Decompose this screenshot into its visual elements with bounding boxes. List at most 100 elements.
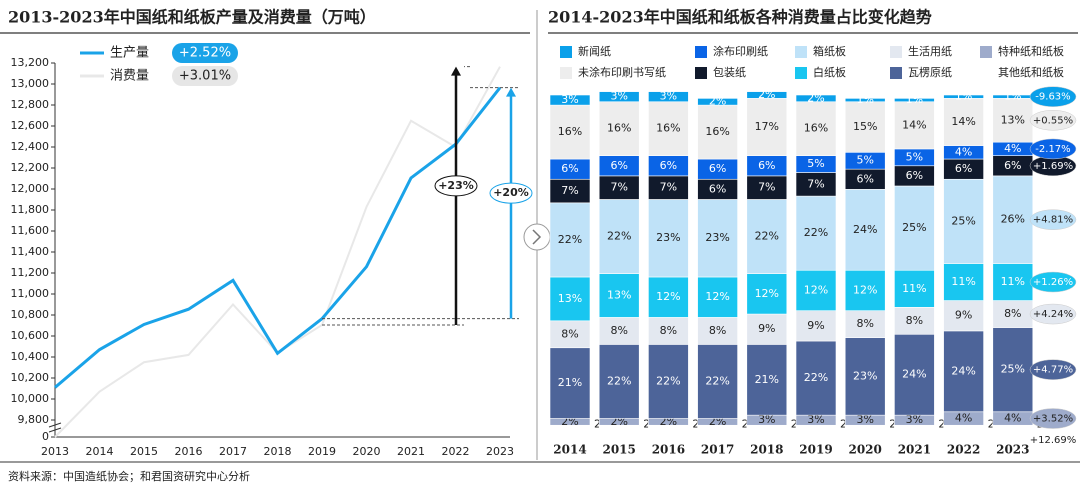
bar-segment	[844, 101, 886, 153]
x-tick-label: 2021	[397, 445, 425, 458]
bar-segment	[992, 98, 1034, 143]
data-label: 11%	[902, 282, 926, 295]
arrow-head	[506, 87, 516, 97]
x-tick-label: 2019	[308, 445, 336, 458]
bar-segment	[894, 424, 935, 433]
legend-label: 未涂布印刷书写纸	[578, 65, 666, 79]
bar-segment	[746, 199, 788, 274]
data-label: 13%	[607, 289, 631, 302]
data-label: 13%	[558, 292, 582, 305]
change-label: +4.77%	[1033, 365, 1073, 376]
legend-label: 特种纸和纸板	[998, 44, 1064, 58]
data-label: 8%	[561, 327, 578, 340]
legend-label: 瓦楞原纸	[908, 65, 952, 79]
nav-arrow-icon	[532, 229, 542, 245]
data-label: 14%	[951, 115, 975, 128]
data-label: 3%	[906, 413, 923, 426]
x-tick-label: 2023	[996, 443, 1029, 457]
data-label: 21%	[755, 373, 779, 386]
bar-segment	[894, 307, 935, 335]
data-label: 3%	[610, 90, 627, 103]
data-label: 23%	[705, 231, 729, 244]
bar-segment	[992, 424, 1034, 433]
legend-label: 新闻纸	[578, 44, 611, 58]
bar-segment	[746, 98, 788, 156]
x-tick-label: 2017	[701, 443, 734, 457]
y-tick-label: 12,000	[11, 182, 50, 195]
data-label: 22%	[558, 233, 582, 246]
data-label: 26%	[1001, 213, 1025, 226]
data-label: 25%	[951, 214, 975, 227]
data-label: 6%	[1004, 159, 1021, 172]
data-label: 16%	[558, 125, 582, 138]
bar-segment	[795, 424, 837, 433]
change-label: +1.69%	[1033, 161, 1073, 172]
bar-segment	[697, 98, 738, 106]
data-label: 22%	[804, 226, 828, 239]
data-label: 1%	[906, 93, 923, 106]
data-label: 17%	[755, 120, 779, 133]
data-label: 2%	[807, 91, 824, 104]
y-tick-label: 11,200	[11, 266, 50, 279]
bar-segment	[992, 175, 1034, 264]
x-tick-label: 2020	[848, 443, 881, 457]
x-tick-label: 2019	[799, 443, 832, 457]
bar-segment	[844, 98, 886, 103]
x-tick-label: 2022	[947, 443, 980, 457]
bar-segment	[697, 104, 738, 160]
badge-label: +3.01%	[179, 69, 231, 84]
bar-segment	[795, 310, 837, 342]
nav-arrow	[523, 223, 551, 251]
bar-segment	[697, 199, 738, 278]
change-label: +0.55%	[1033, 115, 1073, 126]
data-label: 12%	[755, 287, 779, 300]
data-label: 12%	[705, 290, 729, 303]
data-label: 6%	[758, 159, 775, 172]
data-label: 7%	[807, 177, 824, 190]
data-label: 4%	[1004, 142, 1021, 155]
bar-segment	[795, 195, 837, 271]
data-label: 8%	[610, 324, 627, 337]
legend-swatch	[695, 67, 707, 79]
x-tick-label: 2016	[175, 445, 203, 458]
badge	[172, 66, 238, 86]
data-label: 23%	[656, 231, 680, 244]
change-badge	[1029, 408, 1077, 429]
data-label: 3%	[807, 413, 824, 426]
data-label: 4%	[955, 145, 972, 158]
bar-segment	[894, 269, 935, 308]
data-label: 12%	[656, 290, 680, 303]
x-tick-label: 2015	[602, 443, 635, 457]
data-label: 2%	[758, 88, 775, 101]
bar-segment	[549, 202, 591, 278]
bar-segment	[746, 313, 788, 345]
bar-segment	[549, 347, 591, 419]
change-badge	[1029, 86, 1077, 107]
data-label: 22%	[607, 230, 631, 243]
annotation-badge	[489, 182, 533, 204]
bar-segment	[549, 320, 591, 349]
bar-segment	[795, 340, 837, 416]
bar-segment	[598, 91, 640, 103]
data-label: 16%	[804, 122, 828, 135]
x-tick-label: 2013	[41, 445, 69, 458]
x-tick-label: 2023	[486, 445, 514, 458]
bar-segment	[943, 330, 984, 413]
data-label: 16%	[607, 122, 631, 135]
x-tick-label: 2022	[442, 445, 470, 458]
legend-swatch	[795, 67, 807, 79]
y-tick-label: 10,000	[11, 392, 50, 405]
bar-segment	[894, 98, 935, 103]
data-label: 16%	[705, 125, 729, 138]
data-label: 16%	[656, 122, 680, 135]
y-tick-label: 0	[42, 430, 49, 443]
data-label: 23%	[853, 369, 877, 382]
legend-swatch	[695, 46, 707, 58]
data-label: 14%	[902, 118, 926, 131]
data-label: 3%	[758, 413, 775, 426]
data-label: 6%	[561, 162, 578, 175]
data-label: 4%	[1004, 412, 1021, 425]
data-label: 6%	[709, 182, 726, 195]
legend-swatch	[560, 67, 572, 79]
y-tick-label: 12,800	[11, 98, 50, 111]
